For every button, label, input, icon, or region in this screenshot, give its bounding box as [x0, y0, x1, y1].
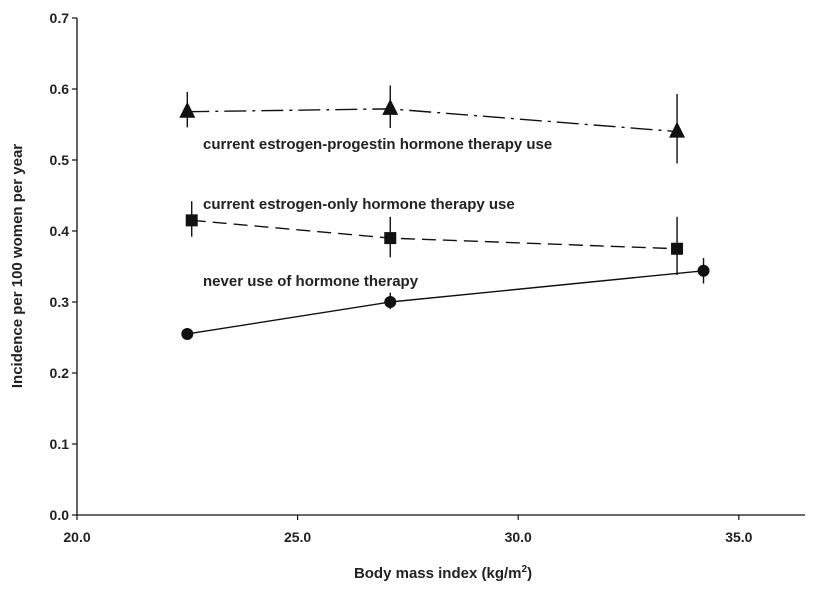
data-point-circle	[384, 296, 397, 308]
y-tick-label: 0.4	[50, 223, 70, 239]
data-point-square	[671, 242, 684, 255]
y-tick-label: 0.1	[50, 436, 70, 452]
x-tick-label: 25.0	[284, 529, 311, 545]
data-point-triangle	[669, 121, 686, 138]
data-point-triangle	[179, 101, 196, 118]
series-layer	[179, 85, 710, 340]
data-point-square	[384, 232, 397, 245]
series-label: current estrogen-progestin hormone thera…	[203, 136, 552, 153]
x-axis-title: Body mass index (kg/m2)	[354, 564, 532, 582]
series-line	[187, 108, 678, 133]
data-point-circle	[697, 264, 710, 277]
data-point-circle	[181, 327, 194, 340]
series-label: never use of hormone therapy	[203, 273, 419, 290]
y-tick-label: 0.0	[50, 507, 70, 523]
data-point-triangle	[382, 98, 399, 115]
y-tick-label: 0.3	[50, 294, 70, 310]
x-tick-label: 35.0	[725, 529, 752, 545]
x-tick-label: 30.0	[505, 529, 532, 545]
y-tick-label: 0.5	[50, 152, 70, 168]
y-tick-label: 0.6	[50, 81, 70, 97]
series-2	[185, 201, 684, 276]
labels-layer: current estrogen-progestin hormone thera…	[203, 136, 552, 290]
y-axis-title: Incidence per 100 women per year	[9, 144, 26, 388]
series-line	[191, 219, 678, 250]
data-point-square	[185, 214, 198, 227]
y-tick-label: 0.7	[50, 10, 70, 26]
series-label: current estrogen-only hormone therapy us…	[203, 196, 515, 213]
series-3	[181, 257, 710, 340]
series-1	[179, 85, 686, 164]
y-tick-label: 0.2	[50, 365, 70, 381]
x-tick-label: 20.0	[63, 529, 90, 545]
axes: 0.0 0.1 0.2 0.3 0.4 0.5 0.6 0.7 20.0 25.0 30.0 35.0	[50, 10, 805, 545]
